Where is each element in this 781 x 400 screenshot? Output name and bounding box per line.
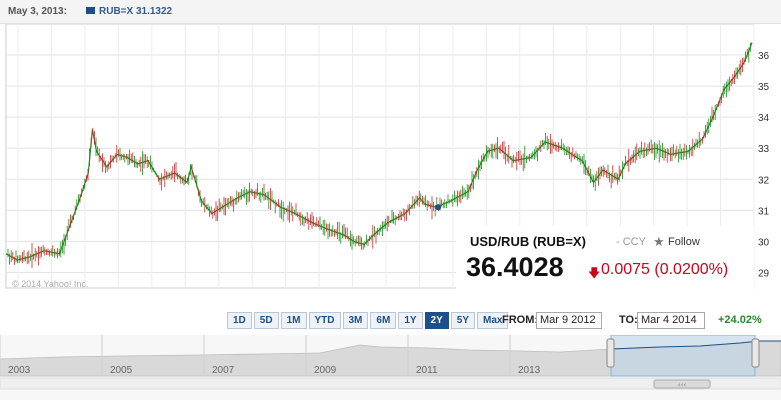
to-label: TO: (619, 314, 638, 326)
price-chart[interactable]: 2012MayJunJulAugSepOctNovDec2013FebMarAp… (0, 24, 781, 294)
y-tick-label: 29 (758, 268, 770, 279)
navigator-left-handle[interactable] (606, 338, 615, 368)
follow-button[interactable]: Follow (668, 236, 700, 248)
from-label: FROM: (502, 314, 539, 326)
price-series (5, 42, 753, 268)
range-button-5d[interactable]: 5D (253, 312, 279, 329)
range-button-2y[interactable]: 2Y (424, 312, 449, 329)
y-tick-label: 30 (758, 237, 770, 248)
range-button-1d[interactable]: 1D (227, 312, 252, 329)
range-button-6m[interactable]: 6M (370, 312, 397, 329)
range-button-1y[interactable]: 1Y (398, 312, 423, 329)
navigator-year-label: 2009 (314, 365, 337, 376)
hover-series-label: RUB=X 31.1322 (99, 6, 173, 17)
range-selector: 1D 5D 1M YTD 3M 6M 1Y 2Y 5Y Max (227, 312, 509, 329)
navigator-selection-line (610, 340, 781, 350)
chart-header: May 3, 2013: RUB=X 31.1322 (0, 0, 781, 24)
navigator-scrollbar-track (0, 377, 781, 390)
hover-series-value: RUB=X 31.1322 (86, 6, 172, 17)
range-button-5y[interactable]: 5Y (450, 312, 476, 329)
y-tick-label: 34 (758, 113, 770, 124)
navigator-right-handle[interactable] (751, 338, 760, 368)
chart-grid (5, 24, 755, 289)
quote-change: 0.0075 (0.0200%) (601, 261, 729, 278)
hover-date: May 3, 2013: (8, 6, 67, 17)
grip-icon: ‹‹‹ (678, 381, 687, 389)
y-axis-labels: 29 30 31 32 33 34 35 36 (758, 51, 770, 279)
navigator-year-label: 2005 (110, 365, 133, 376)
range-button-max[interactable]: Max (477, 312, 509, 329)
navigator-year-labels: 2003 2005 2007 2009 2011 2013 (0, 335, 541, 376)
to-date-input[interactable]: Mar 4 2014 (637, 312, 705, 329)
navigator-year-label: 2013 (518, 365, 541, 376)
star-icon[interactable]: ★ (653, 234, 665, 249)
series-swatch (86, 7, 95, 14)
y-tick-label: 31 (758, 206, 770, 217)
y-tick-label: 33 (758, 144, 770, 155)
quote-type: - CCY (616, 236, 646, 248)
hover-marker (435, 204, 442, 211)
navigator-year-label: 2007 (212, 365, 235, 376)
navigator[interactable]: 2003 2005 2007 2009 2011 2013 ‹‹‹ (0, 335, 781, 400)
quote-name: USD/RUB (RUB=X) (470, 234, 586, 249)
quote-price: 36.4028 (466, 252, 564, 282)
y-tick-label: 35 (758, 82, 770, 93)
navigator-scroll-thumb[interactable] (653, 379, 711, 389)
range-button-1m[interactable]: 1M (280, 312, 307, 329)
navigator-year-label: 2003 (8, 365, 31, 376)
from-date-input[interactable]: Mar 9 2012 (536, 312, 602, 329)
y-tick-label: 32 (758, 175, 770, 186)
watermark: © 2014 Yahoo! Inc. (12, 279, 88, 289)
range-button-3m[interactable]: 3M (342, 312, 369, 329)
quote-panel: USD/RUB (RUB=X) - CCY ★ Follow 36.4028 🡇… (456, 226, 754, 290)
y-tick-label: 36 (758, 51, 770, 62)
down-arrow-icon: 🡇 (588, 266, 601, 280)
navigator-year-label: 2011 (416, 365, 438, 376)
range-change-percent: +24.02% (718, 314, 762, 326)
range-button-ytd[interactable]: YTD (308, 312, 341, 329)
navigator-selection (610, 335, 756, 377)
